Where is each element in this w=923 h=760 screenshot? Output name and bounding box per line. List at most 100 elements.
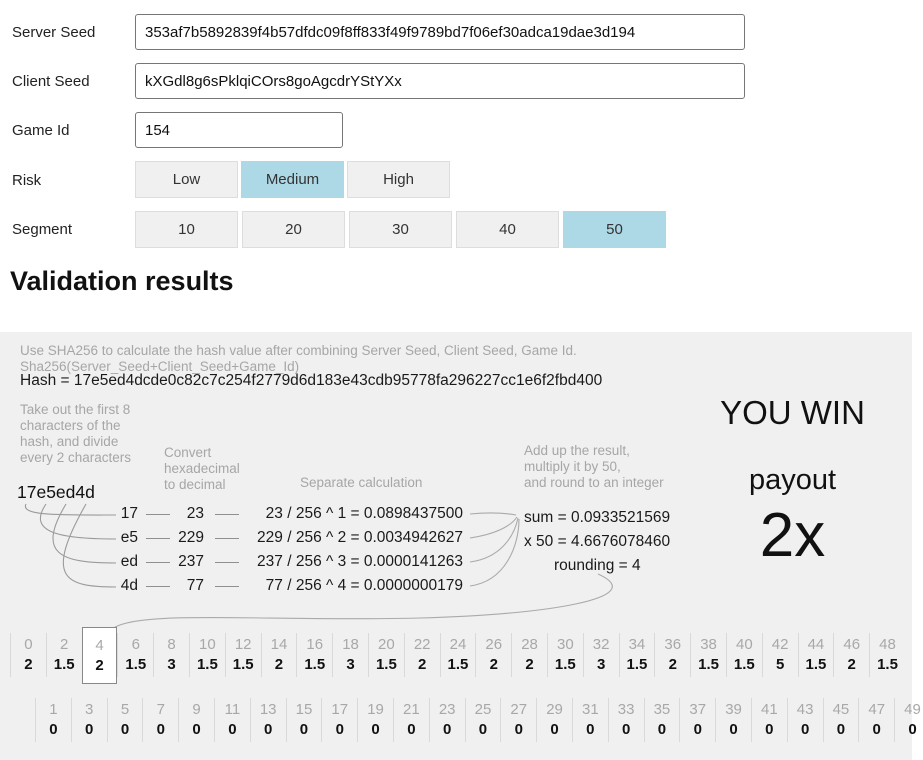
segment-multiplier: 0 — [729, 721, 738, 738]
segment-multiplier: 0 — [765, 721, 774, 738]
segment-multiplier: 1.5 — [125, 656, 147, 673]
wheel-cell-24: 24 1.5 — [439, 633, 476, 677]
segment-multiplier: 3 — [167, 656, 176, 673]
segment-multiplier: 0 — [335, 721, 344, 738]
segment-number: 41 — [760, 701, 778, 718]
segment-number: 28 — [521, 636, 538, 653]
risk-button-high[interactable]: High — [347, 161, 450, 198]
wheel-cell-30: 30 1.5 — [546, 633, 583, 677]
validation-results-panel: Use SHA256 to calculate the hash value a… — [0, 332, 921, 760]
calc-dec: 237 — [178, 553, 204, 570]
segment-multiplier: 3 — [596, 656, 606, 673]
wheel-cell-26: 26 2 — [475, 633, 511, 677]
connector-line — [215, 538, 239, 539]
client-seed-input[interactable] — [135, 63, 745, 99]
game-id-label: Game Id — [12, 122, 70, 139]
connector-line — [215, 514, 239, 515]
server-seed-input[interactable] — [135, 14, 745, 50]
risk-label: Risk — [12, 172, 42, 189]
segment-button-10[interactable]: 10 — [135, 211, 238, 248]
wheel-cell-16: 16 1.5 — [296, 633, 332, 677]
segment-button-40[interactable]: 40 — [456, 211, 559, 248]
segment-button-30[interactable]: 30 — [349, 211, 452, 248]
segment-number: 46 — [843, 636, 861, 653]
calc-row-ed: ed 237 237 / 256 ^ 3 = 0.0000141263 — [0, 553, 520, 573]
calc-pair: e5 — [120, 529, 138, 546]
segment-number: 16 — [306, 636, 324, 653]
segment-number: 17 — [331, 701, 349, 718]
segment-multiplier: 0 — [800, 721, 810, 738]
segment-multiplier: 0 — [120, 721, 130, 738]
segment-multiplier: 1.5 — [698, 656, 719, 673]
wheel-cell-17: 17 0 — [321, 698, 357, 742]
wheel-cell-32: 32 3 — [582, 633, 619, 677]
segment-number: 18 — [342, 636, 359, 653]
wheel-cell-34: 34 1.5 — [618, 633, 655, 677]
segment-number: 3 — [85, 701, 94, 718]
calc-eq: 229 / 256 ^ 2 = 0.0034942627 — [257, 529, 463, 546]
segment-number: 35 — [653, 701, 671, 718]
connector-line — [215, 562, 239, 563]
segment-multiplier: 2 — [95, 657, 104, 674]
segment-number: 10 — [199, 636, 216, 653]
segment-number: 36 — [664, 636, 682, 653]
segment-number: 38 — [700, 636, 717, 653]
segment-multiplier: 0 — [156, 721, 165, 738]
segment-number: 20 — [378, 636, 395, 653]
segment-number: 2 — [60, 636, 69, 653]
client-seed-label: Client Seed — [12, 73, 90, 90]
segment-number: 27 — [510, 701, 528, 718]
segment-multiplier: 1.5 — [196, 656, 218, 673]
game-id-input[interactable] — [135, 112, 343, 148]
calc-eq: 237 / 256 ^ 3 = 0.0000141263 — [257, 553, 463, 570]
segment-number: 33 — [617, 701, 635, 718]
segment-multiplier: 1.5 — [733, 656, 755, 673]
segment-number: 48 — [879, 636, 896, 653]
calc-dec: 23 — [186, 505, 204, 522]
segment-number: 32 — [592, 636, 610, 653]
calc-pair: 17 — [120, 505, 138, 522]
hash-instructions: Use SHA256 to calculate the hash value a… — [20, 343, 577, 375]
wheel-cell-35: 35 0 — [643, 698, 680, 742]
wheel-cell-40: 40 1.5 — [725, 633, 762, 677]
segment-number: 31 — [582, 701, 599, 718]
segment-number: 0 — [24, 636, 33, 653]
segment-button-20[interactable]: 20 — [242, 211, 345, 248]
connector-line — [146, 586, 170, 587]
connector-line — [146, 538, 170, 539]
segment-button-50[interactable]: 50 — [563, 211, 666, 248]
wheel-cell-22: 22 2 — [403, 633, 440, 677]
wheel-cell-20: 20 1.5 — [367, 633, 404, 677]
wheel-cell-14: 14 2 — [260, 633, 297, 677]
segment-multiplier: 1.5 — [447, 656, 469, 673]
segment-number: 22 — [413, 636, 431, 653]
server-seed-label: Server Seed — [12, 24, 96, 41]
segment-multiplier: 0 — [478, 721, 488, 738]
wheel-cell-44: 44 1.5 — [797, 633, 834, 677]
segment-number: 1 — [49, 701, 58, 718]
segment-number: 44 — [807, 636, 825, 653]
segment-number: 6 — [131, 636, 140, 653]
rounding-result: rounding = 4 — [554, 557, 641, 574]
segment-multiplier: 3 — [346, 656, 355, 673]
segment-multiplier: 1.5 — [626, 656, 648, 673]
risk-button-low[interactable]: Low — [135, 161, 238, 198]
segment-multiplier: 2 — [525, 656, 534, 673]
segment-number: 37 — [689, 701, 707, 718]
calc-dec: 77 — [186, 577, 204, 594]
wheel-cell-18: 18 3 — [332, 633, 368, 677]
wheel-cell-33: 33 0 — [607, 698, 644, 742]
wheel-cell-37: 37 0 — [679, 698, 715, 742]
take-characters-note: Take out the first 8 characters of the h… — [20, 402, 132, 465]
risk-button-medium[interactable]: Medium — [241, 161, 344, 198]
segment-multiplier: 0 — [621, 721, 631, 738]
connector-line — [146, 562, 170, 563]
wheel-cell-41: 41 0 — [750, 698, 787, 742]
wheel-cell-23: 23 0 — [428, 698, 465, 742]
segment-multiplier: 0 — [550, 721, 559, 738]
